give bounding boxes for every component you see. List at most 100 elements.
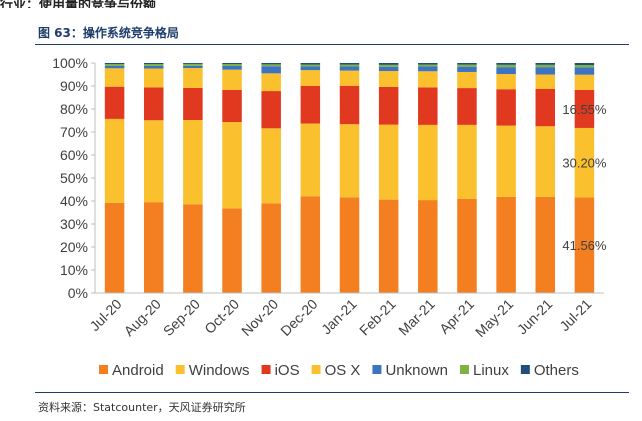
bar-segment-unknown: [339, 66, 360, 71]
bar-segment-ios: [457, 88, 477, 125]
bar-segment-windows: [104, 118, 125, 203]
x-tick-label: Oct-20: [201, 296, 242, 337]
legend-swatch: [175, 365, 185, 374]
bar-segment-android: [183, 204, 203, 293]
bar-segment-android: [300, 196, 321, 293]
x-tick-label: Sep-20: [160, 296, 203, 339]
bar-segment-linux: [143, 64, 164, 66]
source-note: 资料来源：Statcounter，天风证券研究所: [38, 401, 246, 414]
bar-segment-linux: [418, 64, 438, 67]
bar-segment-os-x: [418, 71, 438, 88]
bar-segment-windows: [418, 124, 438, 201]
legend-label: Windows: [189, 362, 250, 379]
bar-segment-linux: [574, 65, 595, 68]
bar-segment-windows: [222, 122, 242, 209]
bar-segment-ios: [418, 87, 438, 125]
bar-segment-unknown: [574, 67, 595, 75]
bars: [104, 63, 595, 293]
bar-segment-android: [418, 200, 438, 293]
legend-swatch: [311, 365, 321, 374]
bar-segment-ios: [300, 85, 321, 124]
bar-segment-ios: [378, 86, 399, 125]
bar-segment-windows: [261, 128, 281, 204]
x-tick-label: Mar-21: [395, 296, 438, 339]
y-tick-label: 0%: [68, 285, 88, 301]
x-tick-label: Nov-20: [238, 296, 281, 339]
bar-segment-os-x: [143, 68, 164, 88]
y-tick-label: 30%: [60, 216, 88, 232]
bar-segment-ios: [104, 86, 125, 119]
data-label: 30.20%: [562, 156, 607, 171]
bar-segment-linux: [104, 64, 125, 66]
bar-segment-others: [457, 63, 477, 65]
bar-segment-others: [183, 63, 203, 64]
y-tick-label: 70%: [60, 124, 88, 140]
bar-segment-android: [222, 208, 242, 293]
bar-segment-os-x: [300, 70, 321, 86]
x-tick-label: Jan-21: [318, 296, 360, 338]
bar-segment-others: [104, 63, 125, 65]
bar-segment-windows: [535, 126, 556, 197]
bar-segment-os-x: [496, 74, 516, 90]
bar-segment-android: [261, 203, 281, 293]
bar-segment-unknown: [378, 66, 399, 72]
title-rule: [35, 44, 629, 45]
bar-segment-windows: [300, 123, 321, 197]
data-labels: 16.55% 30.20% 41.56%: [562, 102, 607, 253]
bar-segment-ios: [496, 89, 516, 126]
x-tick-label: Jun-21: [514, 296, 556, 338]
bar-segment-android: [339, 197, 360, 293]
legend-label: Linux: [473, 362, 509, 379]
y-tick-label: 20%: [60, 239, 88, 255]
y-tick-label: 60%: [60, 147, 88, 163]
bar-segment-linux: [457, 64, 477, 67]
bar-segment-android: [143, 202, 164, 293]
bar-segment-android: [457, 198, 477, 293]
bar-segment-ios: [222, 89, 242, 123]
bar-segment-others: [496, 63, 516, 65]
data-label: 16.55%: [562, 102, 607, 117]
legend-swatch: [261, 365, 271, 374]
bar-segment-os-x: [574, 74, 595, 90]
bar-segment-windows: [574, 127, 595, 198]
bar-segment-ios: [339, 85, 360, 125]
bar-segment-unknown: [104, 65, 125, 69]
legend-label: Unknown: [385, 362, 448, 379]
bar-segment-android: [104, 202, 125, 293]
legend-label: OS X: [325, 362, 361, 379]
legend-swatch: [99, 365, 108, 374]
bar-segment-others: [222, 63, 242, 65]
figure-title: 图 63：操作系统竞争格局: [38, 26, 179, 40]
bar-segment-others: [300, 63, 321, 65]
bar-segment-others: [574, 63, 595, 66]
bar-segment-os-x: [457, 71, 477, 89]
bar-segment-linux: [535, 64, 556, 68]
x-tick-label: Apr-21: [436, 296, 477, 337]
bar-segment-os-x: [535, 74, 556, 89]
legend-swatch: [459, 365, 469, 374]
bar-segment-android: [378, 199, 399, 293]
bar-segment-ios: [535, 88, 556, 127]
y-tick-label: 90%: [60, 78, 88, 94]
y-tick-label: 100%: [52, 55, 88, 71]
bar-segment-ios: [143, 87, 164, 121]
header-snippet: 行业：使用量的竞争与份额: [0, 0, 157, 8]
legend: Android Windows iOS OS X Unknown Linux Others: [99, 362, 579, 379]
bar-segment-others: [143, 63, 164, 65]
x-tick-label: May-21: [472, 296, 516, 340]
bar-segment-windows: [183, 120, 203, 205]
legend-swatch: [372, 365, 382, 374]
bar-segment-os-x: [183, 68, 203, 88]
bar-segment-unknown: [183, 65, 203, 69]
bar-segment-windows: [143, 120, 164, 203]
bar-segment-linux: [222, 64, 242, 66]
bar-segment-others: [339, 63, 360, 65]
bar-segment-linux: [378, 64, 399, 67]
bar-segment-linux: [339, 64, 360, 67]
bar-segment-os-x: [261, 73, 281, 92]
y-axis: 0% 10% 20% 30% 40% 50% 60% 70% 80% 90% 100%: [52, 55, 96, 301]
bar-segment-unknown: [222, 65, 242, 70]
bar-segment-others: [261, 63, 281, 65]
bar-segment-unknown: [261, 66, 281, 74]
bar-segment-others: [418, 63, 438, 65]
